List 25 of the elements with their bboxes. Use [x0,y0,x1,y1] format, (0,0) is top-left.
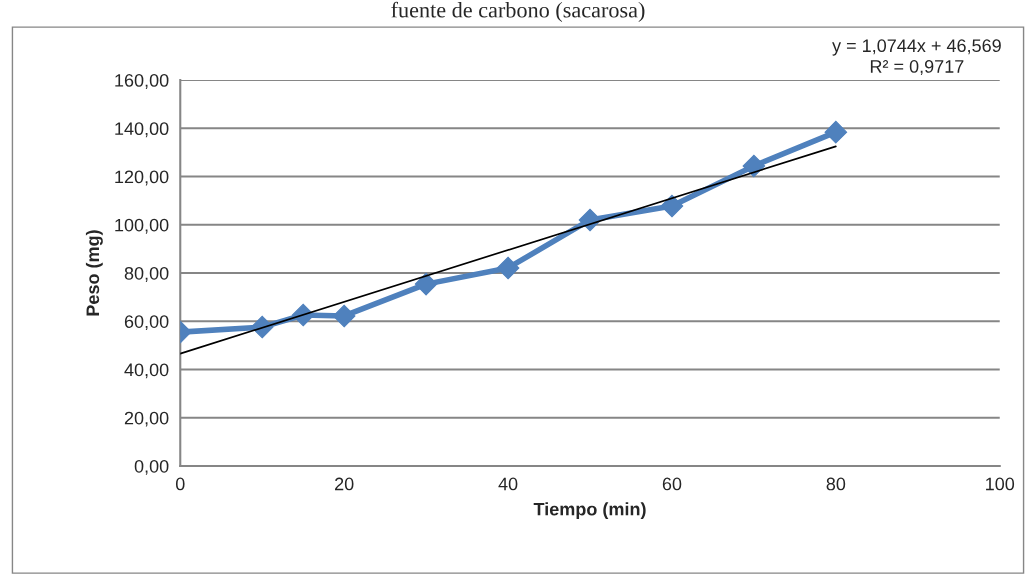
y-tick-label: 100,00 [115,218,169,234]
x-tick-label: 100 [986,477,1015,491]
point [660,194,684,218]
y-tick-label: 40,00 [124,363,169,379]
y-tick-label: 160,00 [115,74,169,89]
y-tick-label: 140,00 [115,122,169,138]
point [824,120,848,144]
y-tick-label: 80,00 [124,266,169,282]
text: y = 1,0744x + 46,569 R² = 0,9717 [832,39,1001,75]
point [496,256,520,280]
x-tick-label: 80 [826,477,846,491]
y-tick-label: 60,00 [124,315,169,331]
y-tick-label: 120,00 [115,170,169,186]
x-tick-label: 40 [498,477,518,491]
point [332,304,356,328]
x-tick-label: 20 [335,477,354,491]
x-tick-label: 0 [175,477,185,491]
point [742,154,766,178]
x-axis-title: Tiempo (min) [533,502,646,520]
y-tick-label: 0,00 [134,459,169,475]
chart-title: fuente de carbono (sacarosa) [391,1,645,23]
point [414,272,438,296]
y-tick-label: 20,00 [124,411,169,427]
y-axis-title: Peso (mg) [85,230,103,316]
x-tick-label: 60 [662,477,682,491]
